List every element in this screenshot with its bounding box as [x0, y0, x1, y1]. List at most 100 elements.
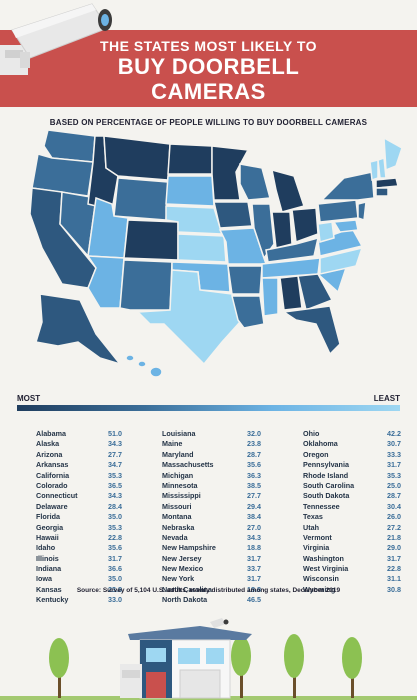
- state-west-virginia: [317, 221, 335, 243]
- legend-most-label: MOST: [17, 394, 41, 403]
- state-row: Wyoming 30.8: [303, 585, 413, 595]
- state-pennsylvania: [317, 199, 359, 223]
- state-value: 51.0: [108, 429, 122, 438]
- state-nebraska: [165, 205, 224, 235]
- state-name: Indiana: [36, 564, 62, 574]
- state-row: South Carolina 25.0: [303, 481, 413, 491]
- state-row: Michigan 36.3: [162, 471, 282, 481]
- state-value: 38.5: [247, 480, 261, 490]
- state-minnesota: [211, 145, 250, 201]
- state-texas: [136, 269, 241, 366]
- state-name: Iowa: [36, 574, 52, 584]
- state-row: North Carolina 18.8: [162, 585, 282, 595]
- state-row: West Virginia 22.8: [303, 564, 413, 574]
- state-name: Colorado: [36, 480, 68, 490]
- state-name: Hawaii: [36, 532, 59, 542]
- state-massachusetts: [375, 177, 399, 189]
- tree-icon: [49, 638, 69, 698]
- state-alabama: [279, 275, 303, 311]
- us-map: [29, 129, 403, 378]
- state-name: Alabama: [36, 429, 66, 438]
- state-value: 36.3: [247, 470, 261, 480]
- state-value: 31.7: [108, 553, 122, 563]
- state-name: Illinois: [36, 553, 59, 563]
- state-kansas: [177, 233, 227, 263]
- state-row: Louisiana 32.0: [162, 429, 282, 439]
- state-value: 30.7: [387, 439, 401, 449]
- legend-gradient-bar: [17, 405, 400, 411]
- state-row: Massachusetts 35.6: [162, 460, 282, 470]
- title-line-1: THE STATES MOST LIKELY TO: [99, 38, 318, 54]
- state-value: 23.8: [108, 584, 122, 594]
- state-row: Alaska 34.3: [36, 439, 146, 449]
- state-row: Montana 38.4: [162, 512, 282, 522]
- column-2: Louisiana 32.0 Maine 23.8 Maryland 28.7 Massac…: [162, 429, 282, 606]
- state-name: New York: [162, 574, 195, 584]
- state-value: 35.3: [387, 470, 401, 480]
- state-new-jersey: [357, 201, 367, 222]
- state-row: Vermont 21.8: [303, 533, 413, 543]
- state-name: California: [36, 470, 70, 480]
- state-georgia: [297, 273, 334, 312]
- state-value: 36.6: [108, 564, 122, 574]
- state-row: Iowa 35.0: [36, 574, 146, 584]
- state-new-mexico: [119, 259, 173, 311]
- state-name: Massachusetts: [162, 460, 214, 470]
- state-name: Montana: [162, 512, 192, 522]
- state-value: 27.7: [108, 449, 122, 459]
- state-row: Mississippi 27.7: [162, 491, 282, 501]
- state-row: Arizona 27.7: [36, 450, 146, 460]
- state-value: 28.7: [247, 449, 261, 459]
- state-name: Washington: [303, 553, 344, 563]
- state-name: Idaho: [36, 543, 56, 553]
- state-name: North Dakota: [162, 595, 208, 605]
- state-value: 22.8: [387, 564, 401, 574]
- state-row: Illinois 31.7: [36, 554, 146, 564]
- state-row: Tennessee 30.4: [303, 502, 413, 512]
- source-note: Source: Survey of 5,104 U.S. adults, eve…: [76, 587, 341, 594]
- title-line-2: BUY DOORBELL: [117, 54, 300, 79]
- state-row: Nebraska 27.0: [162, 523, 282, 533]
- state-row: Texas 26.0: [303, 512, 413, 522]
- state-row: Colorado 36.5: [36, 481, 146, 491]
- state-row: Oregon 33.3: [303, 450, 413, 460]
- state-value: 46.5: [247, 595, 261, 605]
- state-value: 34.3: [108, 491, 122, 501]
- state-row: Washington 31.7: [303, 554, 413, 564]
- state-value: 34.3: [247, 532, 261, 542]
- state-name: Ohio: [303, 429, 320, 438]
- state-name: West Virginia: [303, 564, 349, 574]
- state-value: 23.8: [247, 439, 261, 449]
- state-kentucky: [265, 236, 320, 263]
- state-value: 31.1: [387, 574, 401, 584]
- state-row: Maine 23.8: [162, 439, 282, 449]
- state-value: 34.7: [108, 460, 122, 470]
- state-north-dakota: [167, 143, 213, 175]
- state-value: 33.0: [108, 595, 122, 605]
- state-name: Delaware: [36, 501, 68, 511]
- state-name: Nebraska: [162, 522, 195, 532]
- state-name: Texas: [303, 512, 323, 522]
- state-iowa: [213, 201, 253, 229]
- state-row: Ohio 42.2: [303, 429, 413, 439]
- state-connecticut: [375, 187, 389, 197]
- state-row: New Mexico 33.7: [162, 564, 282, 574]
- state-name: Pennsylvania: [303, 460, 349, 470]
- state-value: 32.0: [247, 429, 261, 438]
- state-value: 25.0: [387, 480, 401, 490]
- state-row: Oklahoma 30.7: [303, 439, 413, 449]
- state-name: Florida: [36, 512, 60, 522]
- state-value: 22.8: [108, 532, 122, 542]
- state-row: Indiana 36.6: [36, 564, 146, 574]
- state-name: Mississippi: [162, 491, 201, 501]
- state-row: Nevada 34.3: [162, 533, 282, 543]
- state-new-hampshire: [377, 156, 387, 179]
- state-name: Georgia: [36, 522, 64, 532]
- state-value: 35.3: [108, 522, 122, 532]
- state-colorado: [123, 219, 179, 261]
- tree-icon: [231, 636, 251, 698]
- state-row: Idaho 35.6: [36, 543, 146, 553]
- state-vermont: [369, 159, 379, 182]
- state-name: Kansas: [36, 584, 62, 594]
- state-new-york: [320, 171, 375, 201]
